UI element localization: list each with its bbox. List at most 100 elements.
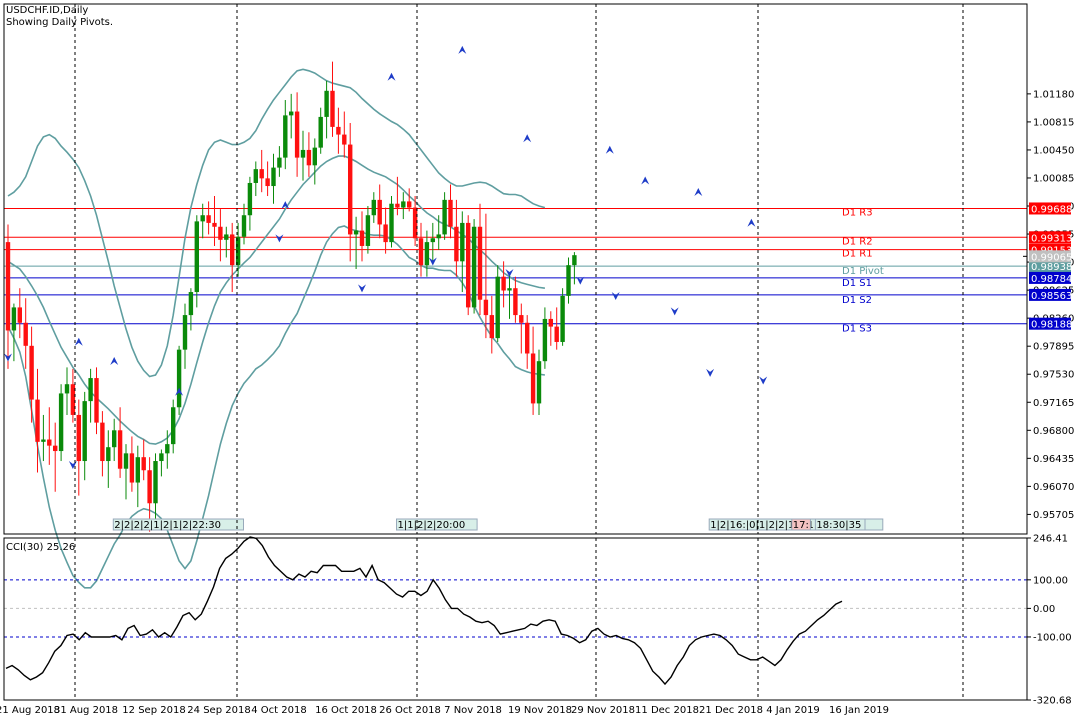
bear-candle[interactable] (206, 215, 211, 223)
bull-candle[interactable] (289, 111, 294, 116)
bull-candle[interactable] (194, 221, 199, 293)
bull-candle[interactable] (235, 236, 241, 266)
bear-candle[interactable] (70, 384, 76, 415)
bull-candle[interactable] (182, 315, 188, 350)
bear-candle[interactable] (230, 234, 235, 266)
bull-candle[interactable] (371, 199, 376, 216)
bull-candle[interactable] (247, 182, 253, 216)
bear-candle[interactable] (147, 470, 152, 504)
bear-candle[interactable] (117, 430, 123, 469)
bull-candle[interactable] (58, 393, 64, 452)
bear-candle[interactable] (489, 315, 494, 339)
bear-candle[interactable] (129, 453, 135, 483)
bull-candle[interactable] (436, 234, 441, 239)
bear-candle[interactable] (342, 134, 347, 145)
bear-candle[interactable] (519, 315, 524, 323)
bull-candle[interactable] (542, 318, 548, 362)
bear-candle[interactable] (348, 144, 353, 235)
bear-candle[interactable] (448, 199, 453, 227)
bear-candle[interactable] (483, 299, 489, 316)
bear-candle[interactable] (412, 207, 418, 239)
bull-candle[interactable] (135, 457, 140, 483)
bear-candle[interactable] (17, 307, 22, 323)
bull-candle[interactable] (507, 288, 512, 291)
bull-candle[interactable] (566, 265, 571, 296)
bear-candle[interactable] (525, 322, 530, 354)
bull-candle[interactable] (41, 439, 46, 442)
bear-candle[interactable] (47, 439, 52, 446)
bull-candle[interactable] (106, 447, 111, 462)
bear-candle[interactable] (5, 242, 11, 331)
bull-candle[interactable] (224, 234, 229, 240)
pivot-price-box (1029, 260, 1071, 273)
bull-candle[interactable] (165, 444, 170, 454)
bull-candle[interactable] (353, 230, 359, 235)
bull-candle[interactable] (171, 407, 176, 445)
bull-candle[interactable] (188, 292, 194, 316)
bull-candle[interactable] (460, 222, 465, 262)
bear-candle[interactable] (548, 318, 553, 327)
bull-candle[interactable] (495, 276, 500, 339)
bull-candle[interactable] (159, 453, 164, 462)
bull-candle[interactable] (253, 169, 258, 183)
bear-candle[interactable] (359, 230, 365, 246)
bear-candle[interactable] (306, 149, 312, 166)
bull-candle[interactable] (536, 361, 542, 404)
bear-candle[interactable] (383, 224, 388, 243)
bear-candle[interactable] (466, 222, 471, 308)
bull-candle[interactable] (560, 295, 565, 342)
bear-candle[interactable] (94, 378, 99, 423)
bear-candle[interactable] (23, 322, 28, 346)
bear-candle[interactable] (395, 203, 400, 208)
bear-candle[interactable] (407, 201, 412, 208)
bull-candle[interactable] (324, 90, 329, 117)
bull-candle[interactable] (471, 226, 477, 308)
bull-candle[interactable] (64, 384, 70, 394)
bear-candle[interactable] (76, 414, 81, 462)
bull-candle[interactable] (82, 401, 87, 462)
bear-candle[interactable] (265, 178, 270, 187)
bull-candle[interactable] (123, 453, 129, 469)
bull-candle[interactable] (424, 242, 430, 266)
bear-candle[interactable] (501, 276, 506, 291)
bull-candle[interactable] (200, 215, 205, 222)
bull-candle[interactable] (153, 461, 158, 504)
bull-candle[interactable] (365, 215, 371, 246)
bull-candle[interactable] (112, 430, 117, 448)
bull-candle[interactable] (572, 255, 577, 266)
cci-panel[interactable]: CCI(30) 25.26 (4, 536, 1027, 686)
bull-candle[interactable] (300, 149, 306, 158)
bear-candle[interactable] (218, 226, 223, 240)
bear-candle[interactable] (554, 326, 559, 342)
bull-candle[interactable] (318, 116, 323, 148)
bear-candle[interactable] (53, 445, 58, 452)
bear-candle[interactable] (513, 288, 518, 316)
bear-candle[interactable] (259, 169, 264, 179)
bear-candle[interactable] (212, 222, 217, 227)
bear-candle[interactable] (377, 199, 382, 225)
bear-candle[interactable] (29, 345, 34, 400)
bull-candle[interactable] (312, 147, 317, 166)
bull-candle[interactable] (283, 115, 288, 158)
bull-candle[interactable] (277, 157, 282, 168)
bull-candle[interactable] (401, 201, 406, 208)
bull-candle[interactable] (389, 203, 394, 243)
bear-candle[interactable] (35, 399, 40, 442)
bear-candle[interactable] (454, 226, 459, 262)
bull-candle[interactable] (176, 349, 182, 408)
bear-candle[interactable] (530, 353, 536, 404)
bull-candle[interactable] (11, 307, 17, 331)
bear-candle[interactable] (141, 457, 146, 471)
bull-candle[interactable] (442, 199, 447, 235)
bull-candle[interactable] (430, 238, 435, 243)
bear-candle[interactable] (330, 90, 335, 127)
bull-candle[interactable] (88, 378, 93, 402)
bull-candle[interactable] (271, 167, 276, 187)
bear-candle[interactable] (336, 126, 341, 135)
bear-candle[interactable] (418, 238, 424, 266)
bear-candle[interactable] (477, 226, 483, 300)
bull-candle[interactable] (241, 215, 247, 237)
bear-candle[interactable] (100, 422, 105, 462)
bear-candle[interactable] (294, 111, 300, 158)
